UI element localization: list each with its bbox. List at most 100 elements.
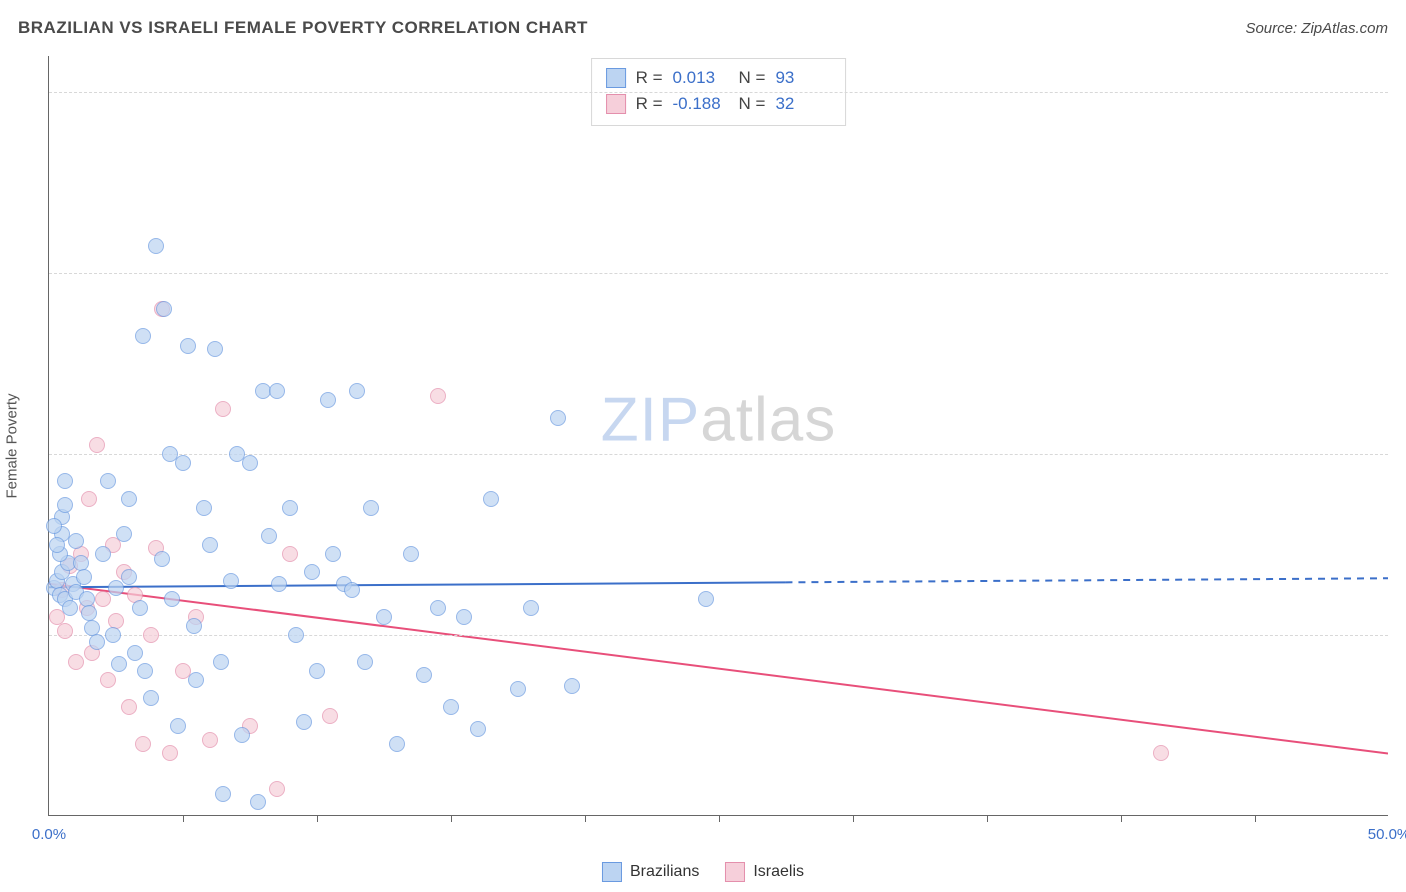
n-value-israelis: 32 — [775, 91, 831, 117]
point-brazilians — [357, 654, 373, 670]
point-brazilians — [164, 591, 180, 607]
point-brazilians — [175, 455, 191, 471]
point-israelis — [1153, 745, 1169, 761]
x-tick — [719, 815, 720, 822]
x-tick — [585, 815, 586, 822]
point-brazilians — [57, 497, 73, 513]
point-brazilians — [154, 551, 170, 567]
point-israelis — [57, 623, 73, 639]
n-value-brazilians: 93 — [775, 65, 831, 91]
point-brazilians — [296, 714, 312, 730]
y-tick-label: 40.0% — [1396, 84, 1406, 101]
point-israelis — [269, 781, 285, 797]
point-israelis — [162, 745, 178, 761]
point-brazilians — [89, 634, 105, 650]
gridline — [49, 92, 1388, 93]
point-brazilians — [68, 533, 84, 549]
point-brazilians — [564, 678, 580, 694]
point-israelis — [202, 732, 218, 748]
legend-swatch-brazilians — [602, 862, 622, 882]
legend: Brazilians Israelis — [602, 862, 804, 882]
point-brazilians — [46, 518, 62, 534]
r-label: R = — [636, 65, 663, 91]
n-label: N = — [739, 65, 766, 91]
point-brazilians — [282, 500, 298, 516]
x-tick — [853, 815, 854, 822]
point-brazilians — [186, 618, 202, 634]
point-israelis — [121, 699, 137, 715]
point-brazilians — [111, 656, 127, 672]
point-brazilians — [132, 600, 148, 616]
point-brazilians — [550, 410, 566, 426]
point-brazilians — [57, 473, 73, 489]
point-israelis — [282, 546, 298, 562]
point-brazilians — [180, 338, 196, 354]
watermark: ZIPatlas — [601, 385, 836, 456]
point-brazilians — [443, 699, 459, 715]
point-brazilians — [309, 663, 325, 679]
point-israelis — [135, 736, 151, 752]
point-brazilians — [116, 526, 132, 542]
point-brazilians — [510, 681, 526, 697]
point-brazilians — [376, 609, 392, 625]
n-label: N = — [739, 91, 766, 117]
x-tick-label-right: 50.0% — [1368, 826, 1406, 843]
point-israelis — [430, 388, 446, 404]
point-israelis — [81, 491, 97, 507]
y-tick-label: 20.0% — [1396, 446, 1406, 463]
point-brazilians — [170, 718, 186, 734]
trend-lines — [49, 56, 1388, 815]
point-israelis — [100, 672, 116, 688]
point-brazilians — [215, 786, 231, 802]
point-brazilians — [344, 582, 360, 598]
x-tick — [451, 815, 452, 822]
point-israelis — [68, 654, 84, 670]
point-israelis — [322, 708, 338, 724]
point-brazilians — [223, 573, 239, 589]
watermark-atlas: atlas — [700, 386, 836, 455]
point-brazilians — [73, 555, 89, 571]
x-tick — [987, 815, 988, 822]
plot-area: ZIPatlas R = 0.013 N = 93 R = -0.188 N =… — [48, 56, 1388, 816]
point-brazilians — [250, 794, 266, 810]
r-label: R = — [636, 91, 663, 117]
legend-label-israelis: Israelis — [753, 863, 804, 881]
point-brazilians — [108, 580, 124, 596]
point-brazilians — [127, 645, 143, 661]
y-tick-label: 10.0% — [1396, 627, 1406, 644]
point-brazilians — [196, 500, 212, 516]
gridline — [49, 273, 1388, 274]
source-label: Source: ZipAtlas.com — [1245, 20, 1388, 37]
chart-title: BRAZILIAN VS ISRAELI FEMALE POVERTY CORR… — [18, 18, 588, 38]
point-brazilians — [456, 609, 472, 625]
point-brazilians — [320, 392, 336, 408]
point-brazilians — [105, 627, 121, 643]
point-brazilians — [430, 600, 446, 616]
point-brazilians — [79, 591, 95, 607]
point-israelis — [215, 401, 231, 417]
x-tick-label-left: 0.0% — [32, 826, 66, 843]
x-tick — [1121, 815, 1122, 822]
legend-item-brazilians: Brazilians — [602, 862, 699, 882]
point-brazilians — [76, 569, 92, 585]
point-brazilians — [81, 605, 97, 621]
point-brazilians — [261, 528, 277, 544]
stats-row-israelis: R = -0.188 N = 32 — [606, 91, 832, 117]
point-brazilians — [202, 537, 218, 553]
swatch-brazilians — [606, 68, 626, 88]
y-tick-label: 30.0% — [1396, 265, 1406, 282]
stats-row-brazilians: R = 0.013 N = 93 — [606, 65, 832, 91]
scatter-plot: ZIPatlas R = 0.013 N = 93 R = -0.188 N =… — [48, 56, 1388, 816]
point-brazilians — [698, 591, 714, 607]
point-brazilians — [49, 537, 65, 553]
point-brazilians — [325, 546, 341, 562]
watermark-zip: ZIP — [601, 386, 700, 455]
legend-item-israelis: Israelis — [725, 862, 804, 882]
point-brazilians — [188, 672, 204, 688]
point-brazilians — [213, 654, 229, 670]
point-brazilians — [143, 690, 159, 706]
r-value-brazilians: 0.013 — [673, 65, 729, 91]
point-brazilians — [470, 721, 486, 737]
point-israelis — [143, 627, 159, 643]
x-tick — [183, 815, 184, 822]
